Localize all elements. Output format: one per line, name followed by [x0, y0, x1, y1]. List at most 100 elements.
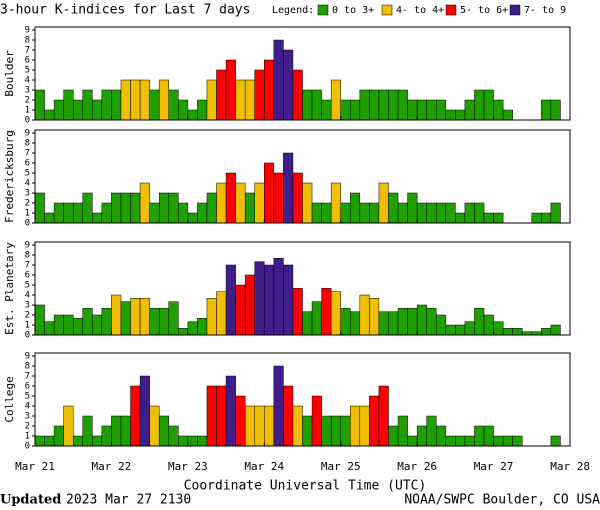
- bar: [178, 435, 189, 447]
- bar: [292, 288, 303, 336]
- bar: [44, 435, 55, 447]
- bar: [197, 202, 208, 224]
- y-tick-label: 3: [25, 301, 30, 311]
- bar: [197, 435, 208, 447]
- y-tick-label: 3: [25, 189, 30, 199]
- bar: [187, 109, 198, 121]
- bar: [158, 79, 169, 121]
- y-tick-label: 2: [25, 96, 30, 106]
- bar: [72, 318, 84, 336]
- bar: [101, 308, 112, 336]
- bar: [541, 328, 552, 336]
- bar: [407, 192, 418, 224]
- y-tick-label: 2: [25, 199, 30, 209]
- bar: [149, 308, 160, 336]
- y-tick-label: 9: [25, 352, 30, 362]
- bar: [72, 99, 84, 121]
- panel-frame: [34, 26, 571, 121]
- legend-label: 0 to 3+: [332, 5, 374, 16]
- bar: [168, 89, 179, 121]
- y-tick-label: 7: [25, 149, 30, 159]
- bar: [407, 308, 418, 336]
- bar: [82, 192, 93, 224]
- bar: [82, 308, 93, 336]
- bar: [235, 182, 246, 224]
- bar: [416, 202, 427, 224]
- bar: [426, 308, 437, 336]
- bar: [426, 202, 437, 224]
- bar: [359, 294, 370, 336]
- y-tick-label: 2: [25, 311, 30, 321]
- bar: [168, 301, 179, 336]
- bar: [302, 182, 313, 224]
- bar: [302, 415, 313, 447]
- bar: [416, 304, 427, 336]
- bar: [340, 415, 351, 447]
- bar: [34, 89, 45, 121]
- bar: [350, 192, 361, 224]
- bar: [44, 212, 55, 224]
- bar: [474, 89, 485, 121]
- bar: [187, 435, 198, 447]
- bar: [264, 405, 275, 447]
- y-tick-label: 8: [25, 36, 30, 46]
- bar: [388, 192, 399, 224]
- bar: [139, 375, 150, 447]
- legend-title: Legend:: [272, 5, 314, 16]
- y-tick-label: 6: [25, 159, 30, 169]
- bar: [92, 212, 103, 224]
- y-tick-label: 0: [25, 219, 30, 229]
- bar: [264, 59, 275, 121]
- bar: [397, 89, 408, 121]
- bar: [541, 212, 552, 224]
- bar: [445, 109, 456, 121]
- bar: [340, 308, 351, 336]
- bar: [407, 435, 418, 447]
- x-tick-label: Mar 25: [321, 460, 361, 473]
- bar: [330, 291, 341, 336]
- bar: [493, 321, 504, 336]
- bar: [302, 89, 313, 121]
- bar: [130, 192, 141, 224]
- bar: [311, 301, 322, 336]
- bar: [292, 172, 303, 224]
- x-tick-label: Mar 28: [550, 460, 590, 473]
- x-tick-label: Mar 24: [244, 460, 284, 473]
- bar: [82, 89, 93, 121]
- bar: [330, 79, 341, 121]
- bar: [397, 415, 408, 447]
- bar: [130, 385, 141, 447]
- panel-label: Boulder: [3, 50, 16, 97]
- bar: [178, 202, 189, 224]
- bar: [53, 314, 64, 336]
- bar: [168, 192, 179, 224]
- bar: [168, 425, 179, 447]
- bar: [388, 425, 399, 447]
- bar: [235, 395, 246, 447]
- bar: [311, 395, 322, 447]
- bar: [311, 202, 322, 224]
- bar: [340, 99, 351, 121]
- y-tick-label: 3: [25, 86, 30, 96]
- bar: [120, 301, 131, 336]
- source: NOAA/SWPC Boulder, CO USA: [404, 493, 600, 508]
- bar: [206, 79, 217, 121]
- y-tick-label: 5: [25, 66, 30, 76]
- bar: [388, 311, 399, 336]
- bar: [426, 99, 437, 121]
- bar: [235, 79, 246, 121]
- bar: [92, 314, 103, 336]
- bar: [225, 264, 236, 336]
- bar: [474, 202, 485, 224]
- x-axis-title: Coordinate Universal Time (UTC): [184, 479, 427, 494]
- bar: [493, 212, 504, 224]
- bar: [436, 425, 447, 447]
- x-tick-label: Mar 22: [92, 460, 132, 473]
- bar: [130, 298, 141, 336]
- bar: [53, 425, 64, 447]
- bar: [445, 435, 456, 447]
- bar: [359, 202, 370, 224]
- bar: [273, 258, 284, 336]
- y-tick-label: 0: [25, 442, 30, 452]
- y-tick-label: 6: [25, 56, 30, 66]
